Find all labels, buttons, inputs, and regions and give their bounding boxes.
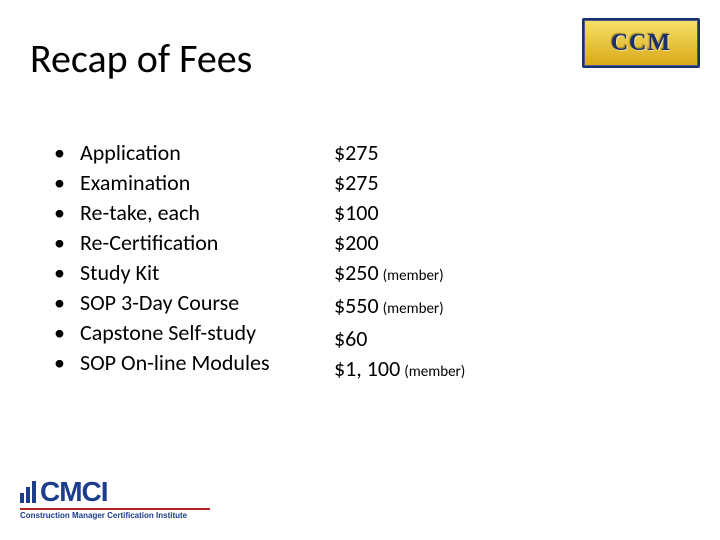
fee-label-row: •SOP 3-Day Course [54, 288, 334, 318]
cmci-logo-main: CMCI [20, 478, 210, 506]
bullet-icon: • [54, 318, 80, 348]
cmci-logo-bars-icon [20, 481, 36, 503]
ccm-logo: CCM [582, 18, 700, 68]
bullet-icon: • [54, 228, 80, 258]
fee-price: $250 [334, 258, 379, 288]
fee-label-row: •Capstone Self-study [54, 318, 334, 348]
cmci-logo-subtitle: Construction Manager Certification Insti… [20, 508, 210, 520]
fee-price: $275 [334, 138, 379, 168]
fee-price-row: $60 [334, 324, 554, 354]
fee-note: (member) [383, 261, 444, 291]
fee-label: Re-Certification [80, 228, 218, 258]
ccm-logo-text: CCM [611, 30, 671, 57]
bullet-icon: • [54, 168, 80, 198]
fee-note: (member) [383, 294, 444, 324]
fee-label: Application [80, 138, 181, 168]
fee-price: $550 [334, 291, 379, 321]
fee-price-row: $275 [334, 138, 554, 168]
slide-title: Recap of Fees [30, 34, 252, 83]
fee-price: $200 [334, 228, 379, 258]
fee-label-row: •Application [54, 138, 334, 168]
fee-price: $60 [334, 324, 367, 354]
cmci-logo: CMCI Construction Manager Certification … [20, 478, 210, 520]
bullet-icon: • [54, 258, 80, 288]
fee-price-row: $1, 100(member) [334, 354, 554, 387]
fee-label: Study Kit [80, 258, 159, 288]
fee-price-row: $100 [334, 198, 554, 228]
bullet-icon: • [54, 288, 80, 318]
fee-price-row: $550(member) [334, 291, 554, 324]
cmci-logo-text: CMCI [40, 478, 108, 506]
slide: Recap of Fees CCM •Application•Examinati… [0, 0, 720, 540]
fee-prices-column: $275$275$100$200$250(member)$550(member)… [334, 138, 554, 387]
fee-price-row: $200 [334, 228, 554, 258]
fee-list: •Application•Examination•Re-take, each•R… [54, 138, 554, 387]
fee-price: $100 [334, 198, 379, 228]
fee-label: Re-take, each [80, 198, 200, 228]
fee-price: $275 [334, 168, 379, 198]
fee-label-row: •Study Kit [54, 258, 334, 288]
fee-label: SOP On-line Modules [80, 348, 270, 378]
fee-label-row: •Re-Certification [54, 228, 334, 258]
fee-price: $1, 100 [334, 354, 400, 384]
fee-labels-column: •Application•Examination•Re-take, each•R… [54, 138, 334, 387]
fee-price-row: $250(member) [334, 258, 554, 291]
fee-note: (member) [404, 357, 465, 387]
fee-label: Capstone Self-study [80, 318, 256, 348]
fee-price-row: $275 [334, 168, 554, 198]
fee-label-row: •Examination [54, 168, 334, 198]
bullet-icon: • [54, 198, 80, 228]
fee-label-row: •Re-take, each [54, 198, 334, 228]
fee-label: Examination [80, 168, 190, 198]
bullet-icon: • [54, 138, 80, 168]
bullet-icon: • [54, 348, 80, 378]
fee-label-row: •SOP On-line Modules [54, 348, 334, 378]
fee-label: SOP 3-Day Course [80, 288, 239, 318]
